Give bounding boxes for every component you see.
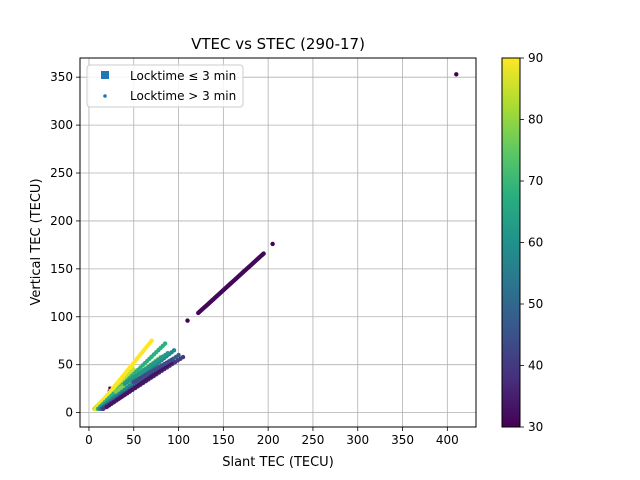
y-tick-label: 200	[50, 214, 73, 228]
data-point	[261, 251, 266, 256]
x-tick-label: 0	[85, 433, 93, 447]
data-point	[270, 241, 275, 247]
legend-marker-square	[101, 71, 109, 79]
x-tick-label: 100	[167, 433, 190, 447]
data-point	[162, 341, 168, 346]
chart-title: VTEC vs STEC (290-17)	[191, 35, 365, 53]
x-tick-label: 300	[346, 433, 369, 447]
colorbar-tick-label: 70	[528, 174, 543, 188]
colorbar-tick-label: 60	[528, 236, 543, 250]
x-tick-label: 50	[126, 433, 141, 447]
y-tick-label: 300	[50, 118, 73, 132]
data-point	[171, 348, 177, 353]
y-tick-label: 250	[50, 166, 73, 180]
legend-box	[86, 64, 244, 108]
data-point	[165, 351, 171, 356]
data-point	[185, 318, 190, 323]
colorbar-tick-label: 30	[528, 420, 543, 434]
legend-label-long-locktime: Locktime > 3 min	[130, 89, 236, 103]
colorbar-ticks: 30 40 50 60 70 80 90	[520, 51, 543, 434]
data-point	[454, 72, 459, 77]
x-tick-label: 350	[391, 433, 414, 447]
legend: Locktime ≤ 3 min Locktime > 3 min	[86, 64, 244, 108]
legend-marker-dot	[103, 94, 107, 98]
plot-frame	[79, 57, 477, 428]
x-tick-label: 200	[257, 433, 280, 447]
legend-label-short-locktime: Locktime ≤ 3 min	[130, 69, 236, 83]
colorbar-tick-label: 40	[528, 359, 543, 373]
y-tick-label: 50	[58, 358, 73, 372]
y-tick-label: 100	[50, 310, 73, 324]
axis-ticks: 0 50 100 150 200 250 300 350 400 0 50 100 150 200 250 3…	[50, 70, 459, 447]
colorbar-tick-label: 80	[528, 113, 543, 127]
y-axis-label: Vertical TEC (TECU)	[29, 178, 44, 305]
colorbar-tick-label: 90	[528, 51, 543, 65]
colorbar-tick-label: 50	[528, 297, 543, 311]
colorbar: 30 40 50 60 70 80 90	[501, 51, 543, 434]
data-point	[176, 352, 181, 358]
x-tick-label: 400	[436, 433, 459, 447]
y-tick-label: 350	[50, 70, 73, 84]
x-tick-label: 250	[301, 433, 324, 447]
data-point	[169, 357, 174, 363]
data-point	[180, 354, 186, 360]
x-axis-label: Slant TEC (TECU)	[222, 455, 334, 470]
y-tick-label: 150	[50, 262, 73, 276]
colorbar-gradient	[501, 57, 521, 428]
y-tick-label: 0	[65, 406, 73, 420]
x-tick-label: 150	[212, 433, 235, 447]
data-point	[149, 338, 154, 343]
scatter-points	[92, 72, 459, 411]
